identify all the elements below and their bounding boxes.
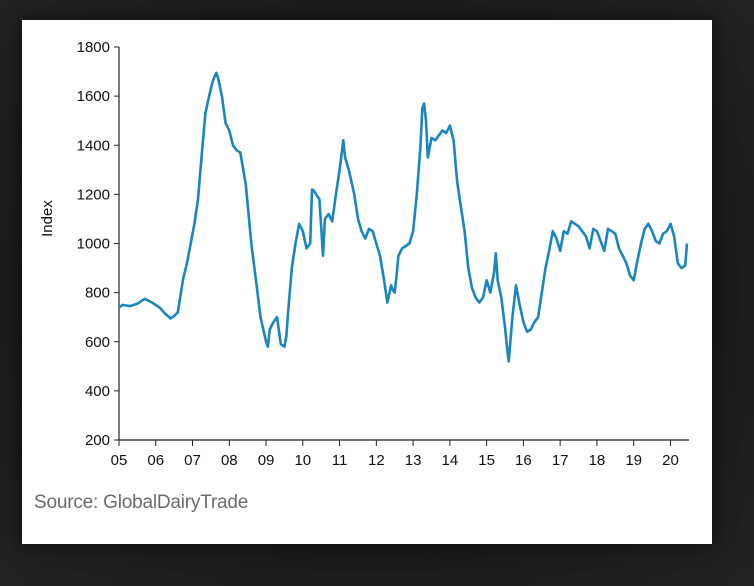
y-tick-label: 600 bbox=[85, 334, 110, 351]
source-note: Source: GlobalDairyTrade bbox=[34, 492, 249, 513]
x-tick-label: 11 bbox=[332, 452, 348, 469]
y-tick-label: 1800 bbox=[77, 39, 110, 56]
x-tick-label: 09 bbox=[258, 452, 275, 469]
y-tick-label: 800 bbox=[85, 285, 110, 302]
x-tick-label: 14 bbox=[442, 452, 459, 469]
x-tick-label: 07 bbox=[184, 452, 201, 469]
x-tick-label: 17 bbox=[552, 452, 569, 469]
x-tick-label: 19 bbox=[625, 452, 642, 469]
x-tick-label: 18 bbox=[589, 452, 606, 469]
y-tick-label: 400 bbox=[85, 383, 110, 400]
x-tick-label: 20 bbox=[662, 452, 679, 469]
x-tick-label: 10 bbox=[294, 452, 311, 469]
y-tick-label: 1400 bbox=[77, 137, 110, 154]
y-tick-label: 200 bbox=[85, 432, 110, 449]
x-tick-label: 16 bbox=[515, 452, 532, 469]
chart-card: 200 400 600 800 1000 1200 1400 1600 1800 05 06 07 0… bbox=[22, 20, 712, 544]
y-axis: 200 400 600 800 1000 1200 1400 1600 1800 bbox=[77, 39, 120, 449]
x-tick-label: 13 bbox=[405, 452, 422, 469]
x-tick-label: 15 bbox=[478, 452, 495, 469]
x-tick-label: 05 bbox=[111, 452, 128, 469]
y-tick-label: 1600 bbox=[77, 88, 110, 105]
x-tick-label: 08 bbox=[221, 452, 238, 469]
x-tick-label: 06 bbox=[147, 452, 164, 469]
y-axis-label: Index bbox=[39, 200, 56, 237]
y-tick-label: 1200 bbox=[77, 186, 110, 203]
x-tick-label: 12 bbox=[368, 452, 385, 469]
x-axis: 05 06 07 08 09 10 11 12 13 14 15 16 17 18 19 20 bbox=[111, 439, 689, 469]
series-line bbox=[118, 71, 689, 363]
y-tick-label: 1000 bbox=[77, 236, 110, 253]
